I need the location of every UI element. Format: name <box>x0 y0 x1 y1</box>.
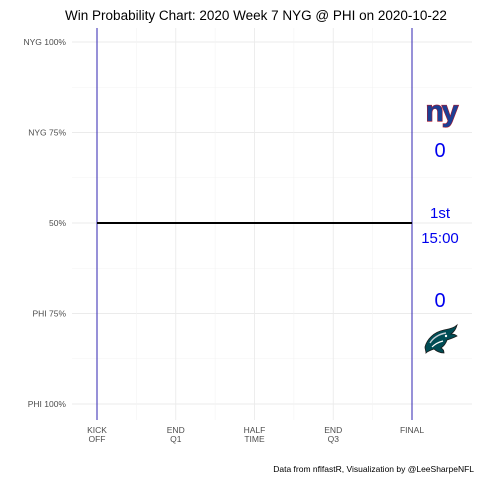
x-tick-label-line: TIME <box>244 434 265 444</box>
y-tick-label: NYG 100% <box>23 37 66 47</box>
x-tick-label: KICK OFF <box>87 425 107 444</box>
x-tick-label-line: OFF <box>89 434 106 444</box>
y-axis-ticks: NYG 100% NYG 75% 50% PHI 75% PHI 100% <box>23 37 66 409</box>
x-tick-label-line: END <box>167 425 185 435</box>
x-tick-label-line: Q1 <box>170 434 182 444</box>
chart-caption: Data from nflfastR, Visualization by @Le… <box>273 464 474 474</box>
chart-title: Win Probability Chart: 2020 Week 7 NYG @… <box>65 8 447 23</box>
x-tick-label: END Q3 <box>324 425 342 444</box>
y-tick-label: 50% <box>49 218 66 228</box>
y-tick-label: PHI 75% <box>32 309 66 319</box>
nyg-logo-icon: ny <box>425 94 462 128</box>
game-quarter: 1st <box>430 205 451 222</box>
x-tick-label: FINAL <box>400 425 424 435</box>
x-tick-label-line: END <box>324 425 342 435</box>
x-tick-label-line: FINAL <box>400 425 424 435</box>
phi-eagle-logo-icon <box>424 323 458 354</box>
game-clock: 15:00 <box>421 230 459 247</box>
away-score: 0 <box>434 140 445 162</box>
y-tick-label: PHI 100% <box>28 399 67 409</box>
home-score: 0 <box>434 290 445 312</box>
x-tick-label: END Q1 <box>167 425 185 444</box>
x-tick-label-line: Q3 <box>328 434 340 444</box>
x-tick-label-line: KICK <box>87 425 107 435</box>
x-tick-label-line: HALF <box>244 425 266 435</box>
x-tick-label: HALF TIME <box>244 425 266 444</box>
y-tick-label: NYG 75% <box>28 128 66 138</box>
nyg-logo-text: ny <box>425 95 458 128</box>
